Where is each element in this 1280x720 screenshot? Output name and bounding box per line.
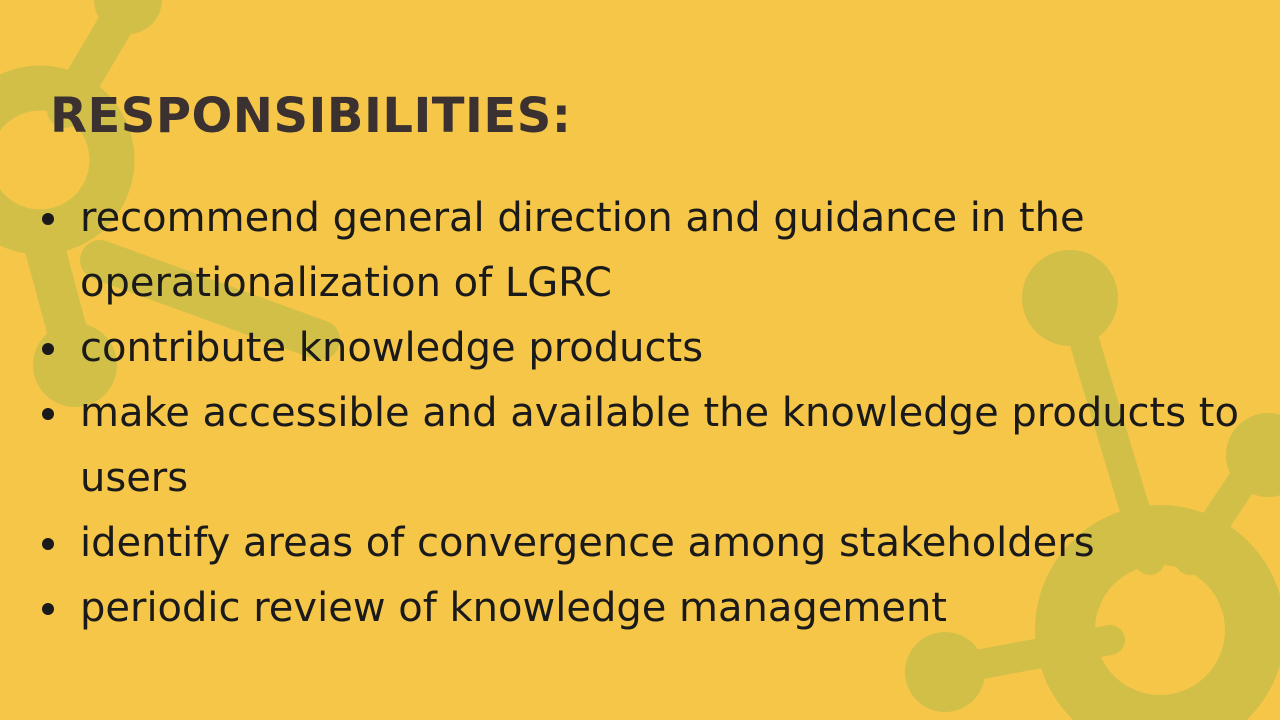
network-node [94, 0, 162, 34]
list-item-text: recommend general direction and guidance… [80, 195, 1085, 306]
network-node [1226, 413, 1280, 497]
list-item-text: periodic review of knowledge management [80, 585, 947, 631]
network-ring [0, 65, 135, 255]
slide-title: RESPONSIBILITIES: [50, 88, 572, 144]
list-item: make accessible and available the knowle… [0, 381, 1270, 511]
bullet-icon [42, 343, 54, 355]
list-item: contribute knowledge products [0, 316, 1270, 381]
list-item-text: identify areas of convergence among stak… [80, 520, 1095, 566]
network-node [33, 323, 117, 407]
list-item: recommend general direction and guidance… [0, 186, 1270, 316]
list-item-text: contribute knowledge products [80, 325, 704, 371]
bullet-icon [42, 213, 54, 225]
list-item-text: make accessible and available the knowle… [80, 390, 1239, 501]
network-link [80, 240, 340, 360]
list-item: identify areas of convergence among stak… [0, 511, 1270, 576]
network-ring [1035, 505, 1280, 720]
bullet-icon [42, 603, 54, 615]
list-item: periodic review of knowledge management [0, 576, 1270, 641]
bullet-icon [42, 408, 54, 420]
network-node [905, 632, 985, 712]
bullet-icon [42, 538, 54, 550]
network-node [1022, 250, 1118, 346]
responsibilities-list: recommend general direction and guidance… [0, 186, 1270, 641]
